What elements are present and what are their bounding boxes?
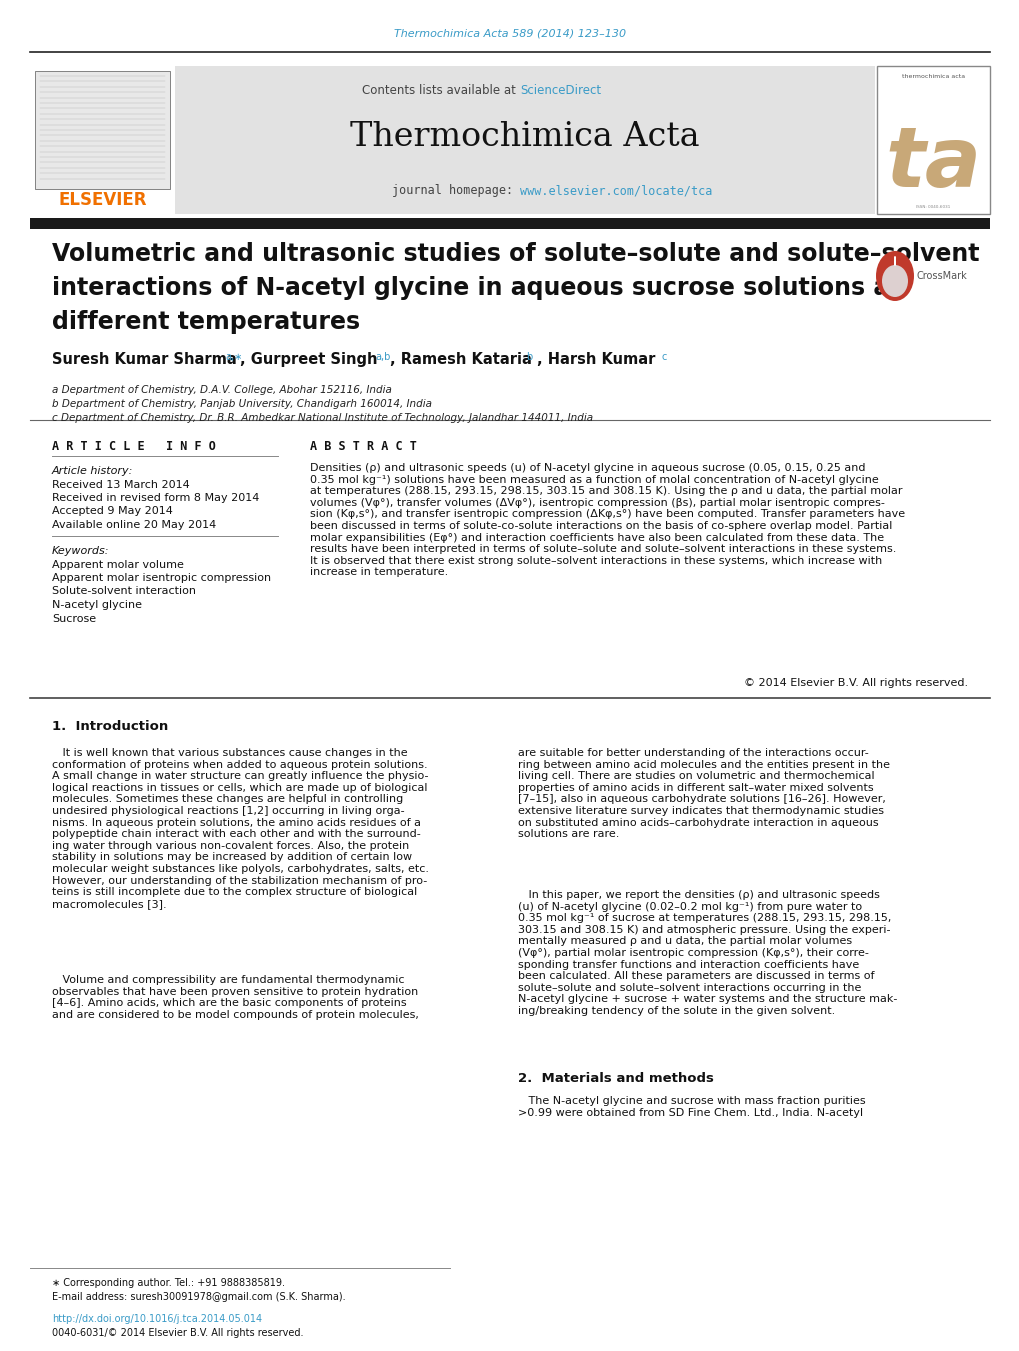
- Text: ELSEVIER: ELSEVIER: [58, 190, 147, 209]
- Ellipse shape: [881, 265, 907, 297]
- Text: N-acetyl glycine: N-acetyl glycine: [52, 600, 142, 611]
- Text: Densities (ρ) and ultrasonic speeds (u) of N-acetyl glycine in aqueous sucrose (: Densities (ρ) and ultrasonic speeds (u) …: [310, 463, 904, 577]
- Text: c: c: [661, 353, 666, 362]
- Bar: [30, 218, 989, 230]
- Text: a,∗: a,∗: [225, 353, 243, 362]
- Bar: [30, 66, 175, 213]
- Text: c Department of Chemistry, Dr. B.R. Ambedkar National Institute of Technology, J: c Department of Chemistry, Dr. B.R. Ambe…: [52, 413, 592, 423]
- Bar: [876, 66, 989, 213]
- Text: , Gurpreet Singh: , Gurpreet Singh: [239, 353, 377, 367]
- Text: Received in revised form 8 May 2014: Received in revised form 8 May 2014: [52, 493, 259, 503]
- Text: different temperatures: different temperatures: [52, 309, 360, 334]
- Text: The N-acetyl glycine and sucrose with mass fraction purities
>0.99 were obtained: The N-acetyl glycine and sucrose with ma…: [518, 1096, 865, 1117]
- Text: CrossMark: CrossMark: [916, 272, 967, 281]
- Text: Apparent molar isentropic compression: Apparent molar isentropic compression: [52, 573, 271, 584]
- Text: Contents lists available at: Contents lists available at: [362, 84, 520, 97]
- Ellipse shape: [875, 251, 913, 301]
- Text: Accepted 9 May 2014: Accepted 9 May 2014: [52, 507, 172, 516]
- Text: b Department of Chemistry, Panjab University, Chandigarh 160014, India: b Department of Chemistry, Panjab Univer…: [52, 399, 432, 409]
- Text: Suresh Kumar Sharma: Suresh Kumar Sharma: [52, 353, 236, 367]
- Text: A B S T R A C T: A B S T R A C T: [310, 440, 417, 453]
- Text: Article history:: Article history:: [52, 466, 133, 476]
- Text: a,b: a,b: [375, 353, 390, 362]
- Text: Available online 20 May 2014: Available online 20 May 2014: [52, 520, 216, 530]
- Text: ∗ Corresponding author. Tel.: +91 9888385819.: ∗ Corresponding author. Tel.: +91 988838…: [52, 1278, 284, 1288]
- Text: It is well known that various substances cause changes in the
conformation of pr: It is well known that various substances…: [52, 748, 429, 909]
- Text: A R T I C L E   I N F O: A R T I C L E I N F O: [52, 440, 216, 453]
- Text: Keywords:: Keywords:: [52, 546, 109, 557]
- Bar: [175, 66, 874, 213]
- Text: E-mail address: suresh30091978@gmail.com (S.K. Sharma).: E-mail address: suresh30091978@gmail.com…: [52, 1292, 345, 1302]
- Text: , Harsh Kumar: , Harsh Kumar: [536, 353, 655, 367]
- Text: Volume and compressibility are fundamental thermodynamic
observables that have b: Volume and compressibility are fundament…: [52, 975, 419, 1020]
- Text: Thermochimica Acta 589 (2014) 123–130: Thermochimica Acta 589 (2014) 123–130: [393, 28, 626, 38]
- Text: , Ramesh Kataria: , Ramesh Kataria: [389, 353, 531, 367]
- Text: a Department of Chemistry, D.A.V. College, Abohar 152116, India: a Department of Chemistry, D.A.V. Colleg…: [52, 385, 391, 394]
- Text: ISSN: 0040-6031: ISSN: 0040-6031: [915, 205, 950, 209]
- Text: Volumetric and ultrasonic studies of solute–solute and solute–solvent: Volumetric and ultrasonic studies of sol…: [52, 242, 978, 266]
- Text: thermochimica acta: thermochimica acta: [901, 74, 964, 78]
- Text: Sucrose: Sucrose: [52, 613, 96, 624]
- Text: 0040-6031/© 2014 Elsevier B.V. All rights reserved.: 0040-6031/© 2014 Elsevier B.V. All right…: [52, 1328, 304, 1337]
- Text: interactions of N-acetyl glycine in aqueous sucrose solutions at: interactions of N-acetyl glycine in aque…: [52, 276, 900, 300]
- Text: Solute-solvent interaction: Solute-solvent interaction: [52, 586, 196, 597]
- Text: 2.  Materials and methods: 2. Materials and methods: [518, 1071, 713, 1085]
- Text: journal homepage:: journal homepage:: [391, 184, 520, 197]
- Text: http://dx.doi.org/10.1016/j.tca.2014.05.014: http://dx.doi.org/10.1016/j.tca.2014.05.…: [52, 1315, 262, 1324]
- Text: 1.  Introduction: 1. Introduction: [52, 720, 168, 734]
- Text: Apparent molar volume: Apparent molar volume: [52, 559, 183, 570]
- Text: ta: ta: [884, 123, 980, 204]
- Text: Thermochimica Acta: Thermochimica Acta: [350, 122, 699, 153]
- Text: In this paper, we report the densities (ρ) and ultrasonic speeds
(u) of N-acetyl: In this paper, we report the densities (…: [518, 890, 897, 1016]
- Text: © 2014 Elsevier B.V. All rights reserved.: © 2014 Elsevier B.V. All rights reserved…: [743, 678, 967, 688]
- Text: b: b: [526, 353, 532, 362]
- Text: www.elsevier.com/locate/tca: www.elsevier.com/locate/tca: [520, 184, 711, 197]
- Text: ScienceDirect: ScienceDirect: [520, 84, 600, 97]
- Bar: [35, 72, 170, 189]
- Text: are suitable for better understanding of the interactions occur-
ring between am: are suitable for better understanding of…: [518, 748, 890, 839]
- Text: Received 13 March 2014: Received 13 March 2014: [52, 480, 190, 489]
